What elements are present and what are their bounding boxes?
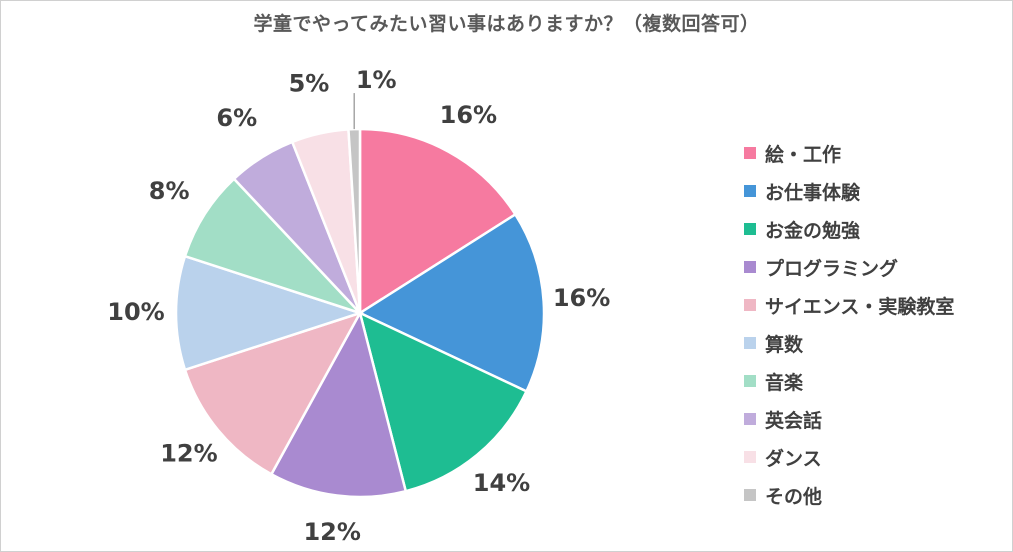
data-label-6: 10% — [107, 298, 164, 326]
legend-item: サイエンス・実験教室 — [744, 286, 954, 324]
legend-item: お仕事体験 — [744, 172, 954, 210]
pie-slice-7 — [183, 177, 361, 315]
legend-label: その他 — [765, 485, 823, 508]
legend: 絵・工作お仕事体験お金の勉強プログラミングサイエンス・実験教室 算数音楽英会話ダン… — [744, 134, 954, 514]
legend-item: 絵・工作 — [744, 134, 954, 172]
pie-slice-6 — [174, 254, 365, 372]
legend-item: ダンス — [744, 438, 954, 476]
legend-swatch — [744, 223, 756, 235]
legend-item: 音楽 — [744, 362, 954, 400]
legend-item: 英会話 — [744, 400, 954, 438]
chart-title: 学童でやってみたい習い事はありますか？（複数回答可） — [253, 13, 760, 35]
data-label-1: 16% — [440, 101, 497, 129]
legend-label: 算数 — [765, 333, 804, 356]
legend-swatch — [744, 451, 756, 463]
legend-label: お仕事体験 — [765, 181, 861, 204]
legend-label: 音楽 — [765, 371, 804, 394]
legend-label: プログラミング — [765, 257, 899, 280]
legend-item: プログラミング — [744, 248, 954, 286]
data-label-7: 8% — [149, 177, 190, 205]
legend-label: ダンス — [765, 447, 822, 470]
legend-label: 絵・工作 — [765, 143, 842, 166]
legend-label: サイエンス・実験教室 — [765, 295, 955, 318]
pie-slice-5 — [183, 310, 363, 476]
legend-swatch — [744, 299, 756, 311]
legend-swatch — [744, 147, 756, 159]
pie-slice-3 — [358, 310, 529, 493]
data-label-2: 16% — [553, 284, 610, 312]
legend-swatch — [744, 185, 756, 197]
data-label-10: 1% — [356, 66, 397, 94]
legend-item: お金の勉強 — [744, 210, 954, 248]
legend-swatch — [744, 489, 756, 501]
pie-slice-2 — [357, 212, 546, 394]
legend-swatch — [744, 375, 756, 387]
data-label-4: 12% — [303, 518, 360, 546]
legend-swatch — [744, 337, 756, 349]
pie-slice-4 — [269, 309, 408, 499]
legend-swatch — [744, 261, 756, 273]
data-label-8: 6% — [216, 104, 257, 132]
legend-label: お金の勉強 — [765, 219, 861, 242]
data-label-3: 14% — [473, 469, 530, 497]
pie-slice-1 — [358, 127, 518, 316]
legend-item: 算数 — [744, 324, 954, 362]
data-label-5: 12% — [160, 440, 217, 468]
legend-label: 英会話 — [765, 409, 823, 432]
legend-swatch — [744, 413, 756, 425]
legend-item: その他 — [744, 476, 954, 514]
data-label-9: 5% — [289, 70, 330, 98]
